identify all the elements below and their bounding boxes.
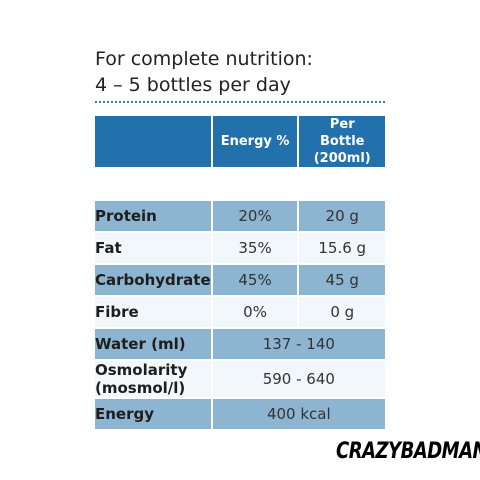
carbohydrate-energy: 45% (212, 265, 298, 295)
row-label-protein: Protein (95, 201, 211, 231)
table-header-row: Energy % Per Bottle (200ml) (95, 116, 385, 167)
header-gap (95, 169, 385, 199)
heading-line-1: For complete nutrition: (95, 48, 313, 70)
table-row: Carbohydrate 45% 45 g (95, 265, 385, 295)
fat-per-bottle: 15.6 g (299, 233, 385, 263)
osmolarity-label-text: Osmolarity (mosmol/l) (95, 361, 188, 397)
fibre-per-bottle: 0 g (299, 297, 385, 327)
column-header-per-bottle: Per Bottle (200ml) (299, 116, 385, 167)
per-bottle-header-text: Per Bottle (200ml) (313, 117, 371, 166)
header-blank-cell (95, 116, 211, 167)
osmolarity-value: 590 - 640 (212, 361, 385, 397)
heading-line-2: 4 – 5 bottles per day (95, 74, 291, 96)
table-row: Osmolarity (mosmol/l) 590 - 640 (95, 361, 385, 397)
row-label-fat: Fat (95, 233, 211, 263)
table-row: Protein 20% 20 g (95, 201, 385, 231)
energy-value: 400 kcal (212, 399, 385, 429)
row-label-osmolarity: Osmolarity (mosmol/l) (95, 361, 211, 397)
nutrition-table: Energy % Per Bottle (200ml) Protein 20% … (93, 114, 387, 431)
fibre-energy: 0% (212, 297, 298, 327)
brand-logo: CRAZYBADMAN (336, 438, 480, 465)
protein-energy: 20% (212, 201, 298, 231)
table-row: Water (ml) 137 - 140 (95, 329, 385, 359)
protein-per-bottle: 20 g (299, 201, 385, 231)
row-label-fibre: Fibre (95, 297, 211, 327)
column-header-energy: Energy % (212, 116, 298, 167)
table-row: Fat 35% 15.6 g (95, 233, 385, 263)
fat-energy: 35% (212, 233, 298, 263)
dotted-divider (95, 101, 385, 103)
carbohydrate-per-bottle: 45 g (299, 265, 385, 295)
row-label-water: Water (ml) (95, 329, 211, 359)
row-label-carbohydrate: Carbohydrate (95, 265, 211, 295)
table-row: Fibre 0% 0 g (95, 297, 385, 327)
table-row: Energy 400 kcal (95, 399, 385, 429)
heading: For complete nutrition: 4 – 5 bottles pe… (95, 46, 313, 98)
water-value: 137 - 140 (212, 329, 385, 359)
row-label-energy: Energy (95, 399, 211, 429)
